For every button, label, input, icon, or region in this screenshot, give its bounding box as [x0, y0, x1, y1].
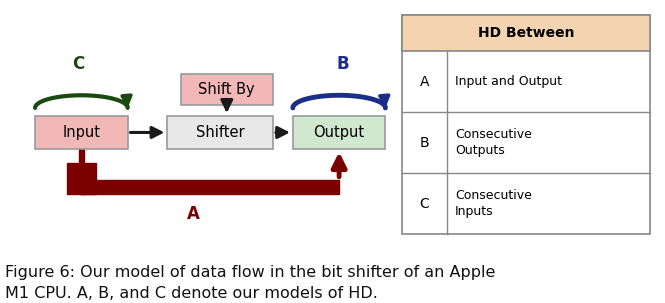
- Text: Shifter: Shifter: [196, 125, 245, 140]
- FancyBboxPatch shape: [35, 116, 128, 149]
- Text: A: A: [188, 205, 200, 223]
- Text: Output: Output: [313, 125, 364, 140]
- Text: Consecutive
Outputs: Consecutive Outputs: [455, 128, 531, 157]
- Text: Consecutive
Inputs: Consecutive Inputs: [455, 189, 531, 218]
- FancyBboxPatch shape: [402, 15, 650, 51]
- Text: HD Between: HD Between: [477, 26, 574, 40]
- FancyBboxPatch shape: [180, 74, 273, 105]
- Text: B: B: [420, 136, 429, 150]
- Text: Shift By: Shift By: [198, 82, 255, 97]
- Text: C: C: [420, 197, 429, 211]
- Text: A: A: [420, 75, 429, 89]
- Bar: [67, 163, 96, 194]
- FancyBboxPatch shape: [402, 15, 650, 235]
- FancyBboxPatch shape: [168, 116, 273, 149]
- Text: Figure 6: Our model of data flow in the bit shifter of an Apple
M1 CPU. A, B, an: Figure 6: Our model of data flow in the …: [5, 265, 496, 301]
- Text: B: B: [336, 55, 348, 73]
- Bar: [81, 180, 339, 194]
- Text: Input and Output: Input and Output: [455, 75, 562, 88]
- Bar: [78, 149, 84, 194]
- FancyBboxPatch shape: [293, 116, 385, 149]
- Text: Input: Input: [63, 125, 100, 140]
- Text: C: C: [72, 55, 84, 73]
